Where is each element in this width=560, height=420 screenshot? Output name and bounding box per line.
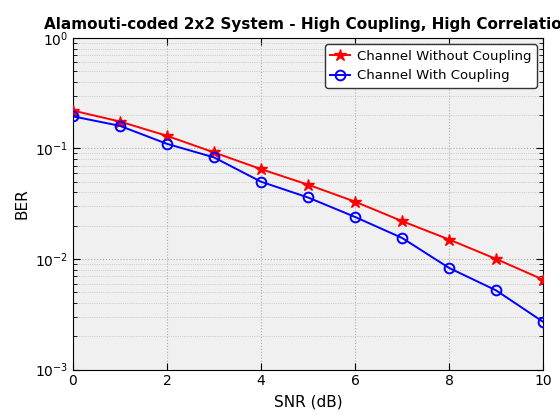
Channel With Coupling <box>493 288 500 293</box>
Legend: Channel Without Coupling, Channel With Coupling: Channel Without Coupling, Channel With C… <box>325 45 536 87</box>
Channel With Coupling <box>305 195 311 200</box>
Y-axis label: BER: BER <box>14 188 29 219</box>
Channel Without Coupling <box>211 150 217 155</box>
Channel With Coupling <box>116 123 123 129</box>
Channel With Coupling <box>352 215 358 220</box>
Channel With Coupling <box>399 236 405 241</box>
Channel With Coupling <box>446 265 452 270</box>
Channel Without Coupling <box>352 199 358 204</box>
Title: Alamouti-coded 2x2 System - High Coupling, High Correlation: Alamouti-coded 2x2 System - High Couplin… <box>44 18 560 32</box>
Channel With Coupling <box>540 319 547 324</box>
Channel Without Coupling <box>69 108 76 113</box>
Channel With Coupling <box>69 114 76 119</box>
Channel Without Coupling <box>540 277 547 282</box>
Channel Without Coupling <box>116 119 123 124</box>
Channel With Coupling <box>164 141 170 146</box>
Line: Channel With Coupling: Channel With Coupling <box>68 111 548 327</box>
Line: Channel Without Coupling: Channel Without Coupling <box>67 104 549 286</box>
Channel Without Coupling <box>446 237 452 242</box>
Channel Without Coupling <box>258 167 264 172</box>
Channel Without Coupling <box>164 133 170 138</box>
Channel With Coupling <box>258 179 264 184</box>
Channel Without Coupling <box>399 218 405 223</box>
X-axis label: SNR (dB): SNR (dB) <box>274 394 342 409</box>
Channel Without Coupling <box>305 182 311 187</box>
Channel Without Coupling <box>493 257 500 262</box>
Channel With Coupling <box>211 155 217 160</box>
